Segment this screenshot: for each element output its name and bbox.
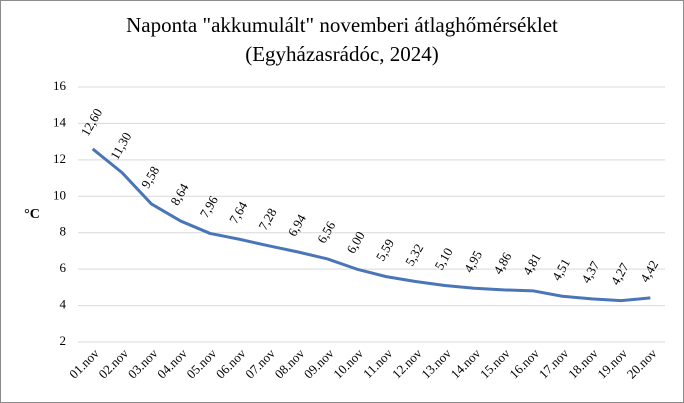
y-tick-label: 6 xyxy=(60,260,67,275)
y-tick-label: 16 xyxy=(53,78,67,93)
data-line xyxy=(91,147,651,303)
chart-title: Naponta "akkumulált" novemberi átlaghőmé… xyxy=(126,13,558,37)
y-tick-label: 10 xyxy=(53,187,66,202)
y-axis-label: °C xyxy=(24,207,40,222)
chart-subtitle: (Egyházasrádóc, 2024) xyxy=(245,42,439,66)
y-tick-label: 2 xyxy=(60,333,67,348)
y-tick-label: 8 xyxy=(60,224,67,239)
y-tick-label: 12 xyxy=(53,151,66,166)
y-tick-label: 4 xyxy=(60,297,67,312)
y-tick-label: 14 xyxy=(53,114,67,129)
